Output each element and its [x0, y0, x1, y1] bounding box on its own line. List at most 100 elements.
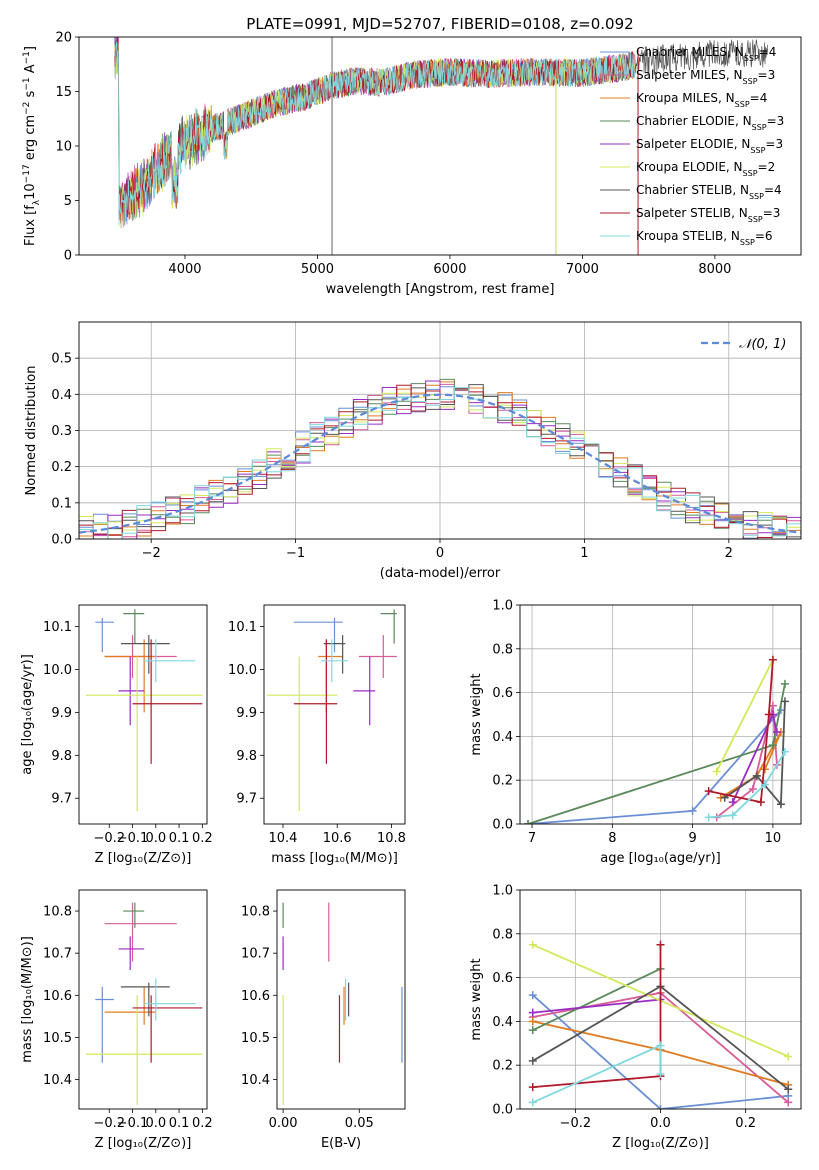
weight-marker-8 — [728, 811, 737, 820]
weight-marker-8 — [780, 747, 789, 756]
axes-frame — [78, 604, 208, 825]
y-tick-label: 10.0 — [228, 663, 257, 678]
x-tick-label: 0.0 — [145, 1116, 166, 1131]
y-tick-label: 10.6 — [43, 989, 72, 1004]
weight-marker-8 — [528, 1098, 537, 1107]
y-tick-label: 9.8 — [51, 749, 72, 764]
y-tick-label: 0.0 — [492, 818, 513, 833]
x-tick-label: 2 — [725, 546, 733, 561]
axes-frame — [263, 604, 406, 825]
y-tick-label: 10.7 — [241, 947, 270, 962]
y-tick-label: 9.9 — [51, 706, 72, 721]
x-tick-label: 7 — [528, 831, 536, 846]
x-tick-label: 7000 — [566, 262, 599, 277]
x-tick-label: 0.1 — [169, 1116, 190, 1131]
legend-entry: Salpeter MILES, NSSP=3 — [636, 68, 775, 86]
x-tick-label: 0.0 — [650, 1116, 671, 1131]
y-tick-label: 10.1 — [43, 620, 72, 635]
x-tick-label: 10.8 — [377, 831, 406, 846]
mass-vs-reddening-panel: 0.00 0.05 10.4 10.5 10.6 10.7 10.8 E(B-V) — [241, 889, 406, 1151]
y-tick-label: 20 — [55, 31, 72, 46]
y-tick-label: 10.5 — [241, 1031, 270, 1046]
weight-marker-7 — [704, 787, 713, 796]
legend-entry: Chabrier MILES, NSSP=4 — [636, 45, 776, 63]
weight-marker-6 — [528, 1056, 537, 1065]
weight-marker-3 — [524, 820, 533, 824]
y-tick-label: 10.8 — [241, 905, 270, 920]
weight-marker-2 — [528, 1017, 537, 1026]
x-axis-label: Z [log₁₀(Z/Z⊙)] — [95, 851, 192, 866]
axes-frame — [78, 889, 208, 1110]
y-tick-label: 0.8 — [492, 927, 513, 942]
weight-line-6 — [724, 701, 786, 807]
age-vs-metallicity-panel: −0.2−0.10.0 0.1 0.2 9.7 9.8 9.9 10.0 10.1 Z [log… — [20, 604, 213, 866]
y-tick-label: 0.0 — [51, 533, 72, 548]
legend-entry: Salpeter STELIB, NSSP=3 — [636, 206, 780, 224]
x-axis-label: (data-model)/error — [380, 566, 501, 581]
weight-marker-5 — [784, 1052, 793, 1061]
y-tick-label: 9.8 — [236, 749, 257, 764]
spectrum-panel: 4000 5000 6000 7000 8000 0 5 10 15 20 wavelength [… — [22, 31, 802, 297]
weight-line-7 — [532, 944, 662, 1088]
weight-line-0 — [527, 709, 782, 824]
weight-marker-6 — [752, 771, 761, 780]
weight-marker-5 — [712, 767, 721, 776]
x-axis-label: mass [log₁₀(M/M⊙)] — [271, 851, 398, 866]
x-tick-label: 0.05 — [345, 1116, 374, 1131]
weight-vs-metallicity-panel: −0.2 0.0 0.2 0.0 0.2 0.4 0.6 0.8 1.0 Z [log₁₀(Z/Z… — [469, 884, 802, 1151]
axes-frame — [519, 604, 802, 825]
weight-line-7 — [708, 659, 774, 804]
axes-frame — [519, 889, 802, 1110]
spectrum-line-8 — [114, 42, 636, 226]
y-tick-label: 10.0 — [43, 663, 72, 678]
y-axis-label: Flux [fλ10−17 erg cm−2 s−1 A−1] — [22, 46, 42, 246]
x-tick-label: 10 — [765, 831, 782, 846]
legend-entry: Chabrier STELIB, NSSP=4 — [636, 183, 782, 201]
x-axis-label: E(B-V) — [321, 1136, 361, 1151]
weight-marker-8 — [704, 813, 713, 822]
x-tick-label: 0.1 — [169, 831, 190, 846]
x-tick-label: −0.2 — [93, 1116, 125, 1131]
x-tick-label: 0 — [436, 546, 444, 561]
legend-entry: Salpeter ELODIE, NSSP=3 — [636, 137, 783, 155]
weight-line-8 — [532, 1044, 662, 1104]
legend-entry: Kroupa ELODIE, NSSP=2 — [636, 160, 775, 178]
x-tick-label: −0.2 — [93, 831, 125, 846]
legend-entry: Chabrier ELODIE, NSSP=3 — [636, 114, 784, 132]
weight-marker-8 — [656, 1069, 665, 1078]
y-tick-label: 9.7 — [51, 792, 72, 807]
x-axis-label: age [log₁₀(age/yr)] — [600, 851, 721, 866]
weight-marker-7 — [656, 940, 665, 949]
weight-line-0 — [532, 994, 789, 1109]
weight-marker-6 — [784, 1085, 793, 1094]
y-tick-label: 10.4 — [241, 1073, 270, 1088]
y-tick-label: 0.2 — [492, 774, 513, 789]
x-tick-label: 9 — [688, 831, 696, 846]
weight-marker-4 — [728, 798, 737, 807]
x-axis-label: wavelength [Angstrom, rest frame] — [326, 282, 555, 297]
y-tick-label: 10.1 — [228, 620, 257, 635]
y-tick-label: 10.7 — [43, 947, 72, 962]
x-tick-label: −1 — [286, 546, 305, 561]
y-tick-label: 0.1 — [51, 496, 72, 511]
weight-marker-7 — [764, 710, 773, 719]
y-axis-label: mass weight — [469, 673, 484, 755]
y-tick-label: 1.0 — [492, 884, 513, 899]
y-tick-label: 0.6 — [492, 971, 513, 986]
weight-marker-0 — [688, 806, 697, 815]
weight-marker-1 — [784, 1098, 793, 1107]
y-tick-label: 0.5 — [51, 352, 72, 367]
y-tick-label: 0.4 — [492, 1015, 513, 1030]
weight-line-5 — [715, 659, 774, 772]
y-tick-label: 1.0 — [492, 599, 513, 614]
x-tick-label: 8 — [608, 831, 616, 846]
weight-marker-5 — [528, 940, 537, 949]
legend-entry: Kroupa MILES, NSSP=4 — [636, 91, 767, 109]
y-tick-label: 9.7 — [236, 792, 257, 807]
x-tick-label: 10.4 — [269, 831, 298, 846]
figure-title: PLATE=0991, MJD=52707, FIBERID=0108, z=0… — [246, 15, 633, 33]
x-tick-label: −0.1 — [117, 831, 149, 846]
y-tick-label: 0.4 — [492, 730, 513, 745]
y-tick-label: 10.8 — [43, 905, 72, 920]
